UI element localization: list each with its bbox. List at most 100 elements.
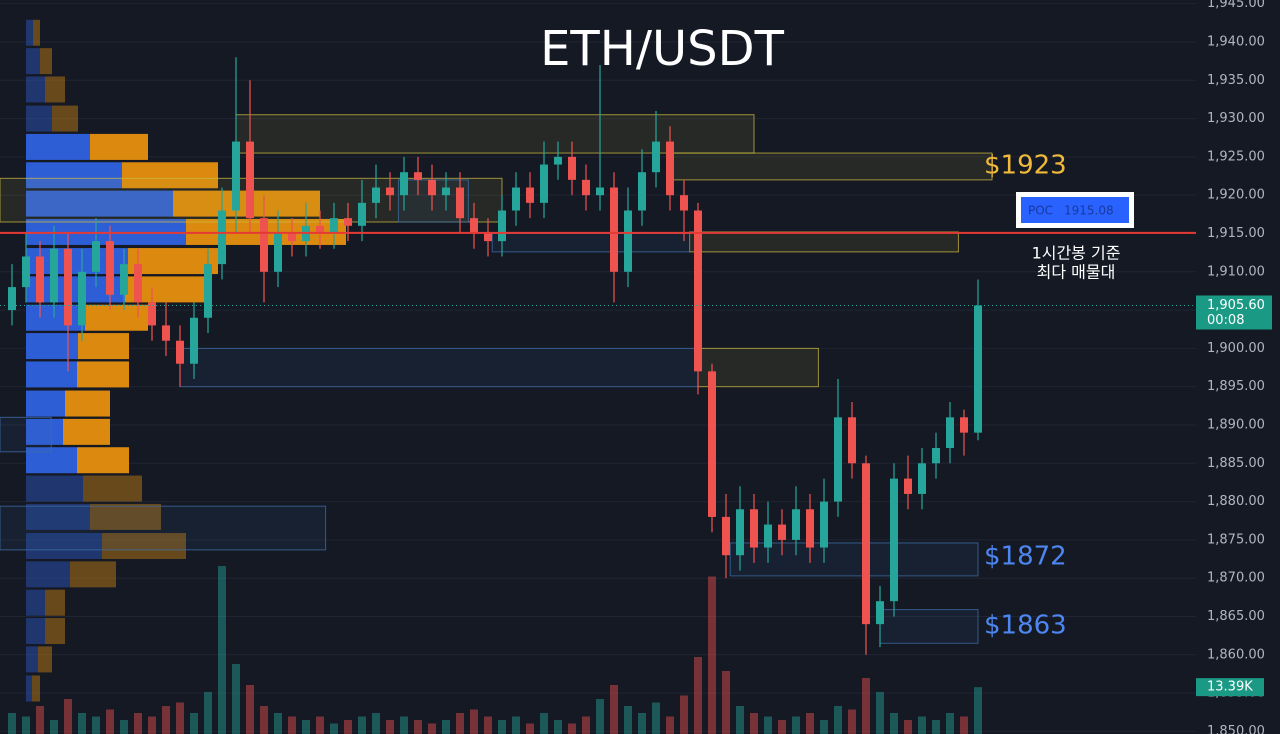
volume-bar: [120, 720, 128, 734]
volume-bar: [638, 713, 646, 734]
zone: [669, 152, 993, 181]
candle-body: [890, 478, 898, 602]
volume-bar: [106, 709, 114, 734]
volume-bar: [134, 713, 142, 734]
zone: [179, 347, 699, 388]
profile-down: [65, 390, 110, 417]
y-tick-label: 1,885.00: [1207, 456, 1265, 471]
profile-up: [26, 561, 70, 588]
volume-bar: [820, 720, 828, 734]
profile-up: [26, 675, 32, 702]
volume-bar: [848, 709, 856, 734]
candle-body: [414, 172, 422, 180]
candle-body: [526, 187, 534, 203]
profile-up: [26, 190, 173, 217]
zone: [0, 505, 327, 551]
volume-bar: [64, 699, 72, 734]
volume-bar: [666, 716, 674, 734]
volume-bar: [974, 687, 982, 734]
candle-body: [708, 371, 716, 517]
candle-body: [344, 218, 352, 226]
candle-body: [330, 218, 338, 234]
poc-note: 최다 매물대: [1037, 263, 1116, 282]
candle-body: [554, 156, 562, 165]
volume-bar: [246, 685, 254, 734]
last-price-label: 1,905.60: [1207, 298, 1265, 313]
y-tick-label: 1,865.00: [1207, 609, 1265, 624]
poc-box: [1021, 197, 1129, 223]
profile-up: [26, 133, 90, 160]
candle-body: [470, 218, 478, 234]
zone: [491, 232, 691, 253]
candle-body: [400, 172, 408, 196]
volume-bar: [610, 685, 618, 734]
volume-bar: [22, 716, 30, 734]
volume-bar: [414, 720, 422, 734]
poc-value: 1915.08: [1064, 204, 1114, 218]
volume-bar: [694, 657, 702, 734]
volume-bar: [918, 716, 926, 734]
y-tick-label: 1,900.00: [1207, 341, 1265, 356]
candle-body: [204, 264, 212, 318]
volume-bar: [78, 713, 86, 734]
volume-bar: [526, 723, 534, 734]
profile-up: [26, 390, 65, 417]
candle-body: [106, 241, 114, 295]
candle-body: [694, 210, 702, 372]
profile-down: [52, 105, 78, 132]
volume-label: 13.39K: [1207, 680, 1253, 695]
candle-body: [876, 601, 884, 625]
candle-body: [36, 256, 44, 303]
profile-down: [63, 418, 110, 445]
candle-body: [568, 156, 576, 180]
profile-up: [26, 475, 83, 502]
profile-up: [26, 76, 45, 103]
candle-body: [736, 509, 744, 556]
profile-up: [26, 503, 90, 530]
volume-bar: [876, 692, 884, 734]
profile-up: [26, 19, 33, 46]
volume-bar: [498, 720, 506, 734]
volume-bar: [540, 713, 548, 734]
candle-body: [610, 187, 618, 272]
candle-body: [792, 509, 800, 540]
profile-down: [128, 248, 218, 275]
candle-body: [512, 187, 520, 211]
y-tick-label: 1,915.00: [1207, 226, 1265, 241]
candle-body: [820, 501, 828, 548]
profile-down: [90, 503, 161, 530]
price-annotation: $1872: [984, 541, 1067, 571]
candle-body: [218, 210, 226, 265]
volume-bar: [330, 723, 338, 734]
profile-down: [38, 646, 52, 673]
candle-body: [246, 141, 254, 219]
volume-bar: [708, 576, 716, 734]
candle-body: [64, 248, 72, 326]
profile-down: [45, 76, 65, 103]
volume-bar: [960, 716, 968, 734]
zone: [689, 231, 959, 253]
candle-body: [92, 241, 100, 272]
volume-bar: [302, 720, 310, 734]
volume-bar: [904, 720, 912, 734]
candle-body: [764, 524, 772, 548]
last-price-tag: [1196, 295, 1272, 330]
candle-body: [372, 187, 380, 203]
volume-bar: [484, 716, 492, 734]
profile-down: [83, 475, 142, 502]
y-tick-label: 1,920.00: [1207, 188, 1265, 203]
price-annotation: $1863: [984, 610, 1067, 640]
candle-body: [134, 264, 142, 303]
volume-bar: [470, 709, 478, 734]
candle-body: [456, 187, 464, 219]
profile-up: [26, 361, 77, 388]
candle-body: [148, 302, 156, 326]
volume-bar: [36, 706, 44, 734]
y-tick-label: 1,910.00: [1207, 264, 1265, 279]
profile-down: [70, 561, 116, 588]
profile-up: [26, 333, 78, 360]
profile-down: [33, 19, 40, 46]
profile-up: [26, 105, 52, 132]
candle-body: [638, 172, 646, 211]
